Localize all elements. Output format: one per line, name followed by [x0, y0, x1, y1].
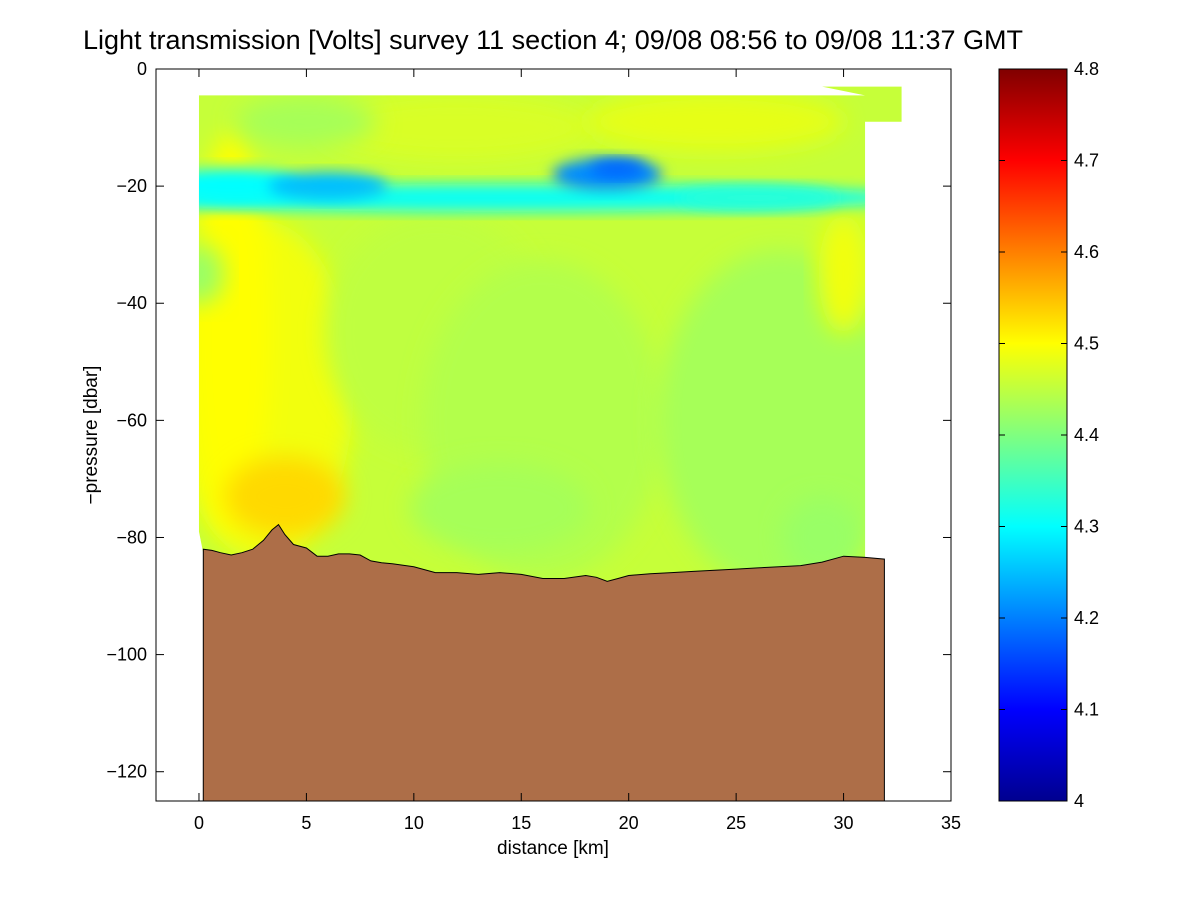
heatmap-anomaly [589, 159, 646, 178]
x-tick-label: 15 [511, 813, 531, 833]
colorbar-tick-label: 4.3 [1074, 517, 1099, 537]
x-axis: 0 5 10 15 20 25 30 35 [194, 69, 961, 833]
plot-frame [155, 68, 952, 802]
x-tick-label: 10 [404, 813, 424, 833]
seafloor-bathymetry [202, 523, 885, 802]
x-tick-label: 30 [834, 813, 854, 833]
y-tick-label: 0 [137, 59, 147, 79]
heatmap-anomaly [818, 213, 869, 334]
chart-title: Light transmission [Volts] survey 11 sec… [83, 25, 1023, 55]
colorbar-tick-label: 4.8 [1074, 59, 1099, 79]
colorbar [998, 68, 1068, 802]
x-axis-label: distance [km] [497, 838, 609, 859]
colorbar-tick-label: 4.1 [1074, 700, 1099, 720]
heatmap-anomaly [224, 456, 345, 537]
x-tick-label: 5 [301, 813, 311, 833]
heatmap-anomaly [236, 96, 377, 147]
heatmap-anomaly [409, 463, 590, 554]
y-tick-label: −20 [116, 176, 147, 196]
heatmap-anomaly [584, 91, 845, 152]
y-tick-label: −40 [116, 293, 147, 313]
y-axis-label: −pressure [dbar] [81, 366, 102, 505]
x-tick-label: 35 [941, 813, 961, 833]
colorbar-tick-label: 4.7 [1074, 151, 1099, 171]
colorbar-tick-label: 4 [1074, 791, 1084, 811]
y-tick-label: −120 [106, 762, 147, 782]
colorbar-tick-label: 4.6 [1074, 242, 1099, 262]
colorbar-tick-label: 4.2 [1074, 608, 1099, 628]
y-tick-label: −100 [106, 645, 147, 665]
colorbar-tick-label: 4.5 [1074, 334, 1099, 354]
colorbar-tick-label: 4.4 [1074, 425, 1099, 445]
x-tick-label: 25 [726, 813, 746, 833]
heatmap-anomaly [198, 132, 272, 533]
x-tick-label: 0 [194, 813, 204, 833]
heatmap-anomaly [198, 168, 302, 205]
heatmap-field [198, 86, 902, 586]
x-tick-label: 20 [619, 813, 639, 833]
colorbar-axis: 4 4.1 4.2 4.3 4.4 4.5 4.6 4.7 4.8 [999, 59, 1099, 811]
heatmap-anomaly [267, 172, 388, 201]
heatmap-anomaly [316, 92, 597, 163]
y-tick-label: −60 [116, 410, 147, 430]
y-tick-label: −80 [116, 527, 147, 547]
heatmap-anomaly [677, 185, 838, 210]
heatmap-anomaly [198, 243, 224, 304]
y-axis: 0 −20 −40 −60 −80 −100 −120 [106, 59, 951, 782]
